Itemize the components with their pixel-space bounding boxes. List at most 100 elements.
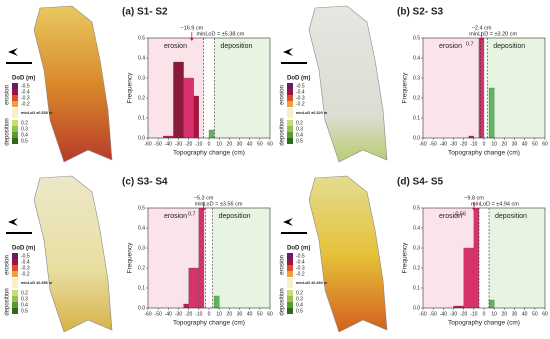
legend-label: -0.5 [21, 253, 30, 259]
panel: DoD (m)-0.5-0.4-0.3-0.2 minLoD ±0.538 m 0.… [5, 5, 273, 163]
legend-label: 0.4 [296, 302, 303, 308]
x-tick-label: -50 [155, 141, 162, 147]
legend-lod: minLoD ±0.320 m [296, 111, 328, 115]
legend-label: 0.2 [296, 120, 303, 126]
x-tick-label: 60 [542, 141, 548, 147]
mean-arrowhead [201, 208, 206, 211]
legend-swatch [12, 271, 18, 277]
x-tick-label: 60 [267, 311, 273, 317]
legend-swatch [287, 271, 293, 277]
legend-title: DoD (m) [12, 76, 35, 82]
y-tick-label: 0.0 [413, 305, 420, 311]
legend-swatch [287, 278, 293, 288]
legend-lod: minLoD ±0.356 m [21, 281, 53, 285]
legend-deposition: deposition [280, 288, 286, 315]
x-tick-label: -10 [470, 311, 477, 317]
x-tick-label: -40 [440, 141, 447, 147]
legend-label: -0.5 [296, 83, 305, 89]
legend-title: DoD (m) [12, 246, 35, 252]
legend-label: 0.4 [21, 302, 28, 308]
north-arrow [8, 48, 18, 56]
x-tick-label: 20 [227, 141, 233, 147]
x-tick-label: 40 [247, 311, 253, 317]
x-tick-label: 30 [512, 141, 518, 147]
y-tick-label: 0.5 [413, 35, 420, 41]
legend-label: 0.3 [296, 126, 303, 132]
x-tick-label: -30 [175, 141, 182, 147]
legend-deposition: deposition [5, 288, 11, 315]
deposition-zone [212, 208, 270, 308]
x-tick-label: -40 [165, 311, 172, 317]
map [308, 175, 388, 333]
legend-label: -0.3 [296, 265, 305, 271]
north-arrow [283, 48, 293, 56]
legend-title: DoD (m) [287, 246, 310, 252]
y-tick-label: 0.2 [413, 265, 420, 271]
legend-label: 0.4 [21, 132, 28, 138]
legend-label: -0.2 [21, 101, 30, 107]
legend-erosion: erosion [5, 255, 11, 275]
x-tick-label: -20 [460, 141, 467, 147]
x-axis-label: Topography change (cm) [448, 150, 520, 157]
x-axis-label: Topography change (cm) [173, 150, 245, 157]
legend-swatch [12, 108, 18, 118]
y-axis-label: Frequency [127, 242, 134, 273]
bar [213, 295, 220, 308]
panel-title: (c) S3- S4 [122, 177, 168, 188]
erosion-label: erosion [164, 213, 187, 220]
legend-swatch [287, 126, 293, 132]
deposition-zone [214, 38, 270, 138]
legend-title: DoD (m) [287, 76, 310, 82]
deposition-zone [489, 208, 545, 308]
y-tick-label: 0.4 [138, 225, 145, 231]
legend-label: -0.4 [21, 89, 30, 95]
legend-swatch [287, 83, 293, 89]
bar [183, 77, 194, 138]
bar [163, 135, 174, 138]
x-tick-label: 10 [491, 141, 497, 147]
legend-deposition: deposition [280, 118, 286, 145]
legend-swatch [12, 138, 18, 144]
legend-label: 0.3 [21, 296, 28, 302]
legend-swatch [287, 89, 293, 95]
panel: DoD (m)-0.5-0.4-0.3-0.2 minLoD ±0.494 m 0.… [280, 175, 548, 333]
x-tick-label: -10 [470, 141, 477, 147]
y-tick-label: 0.2 [413, 95, 420, 101]
x-axis-label: Topography change (cm) [448, 320, 520, 327]
panel-title: (a) S1- S2 [122, 7, 168, 18]
legend-swatch [12, 302, 18, 308]
y-tick-label: 0.5 [138, 35, 145, 41]
x-tick-label: -20 [185, 311, 192, 317]
x-tick-label: -40 [440, 311, 447, 317]
bar [208, 129, 215, 138]
x-tick-label: 50 [532, 141, 538, 147]
north-arrow [283, 218, 293, 226]
x-tick-label: -30 [175, 311, 182, 317]
y-tick-label: 0.4 [413, 225, 420, 231]
scale-bar [6, 62, 32, 64]
legend-swatch [12, 259, 18, 265]
bar [183, 303, 189, 308]
map [308, 5, 388, 163]
minlod-label: minLoD = ±4.94 cm [471, 201, 519, 207]
x-axis-label: Topography change (cm) [173, 320, 245, 327]
legend-swatch [287, 108, 293, 118]
bar [463, 247, 474, 308]
y-tick-label: 0.5 [138, 205, 145, 211]
y-tick-label: 0.4 [138, 55, 145, 61]
x-tick-label: 20 [227, 311, 233, 317]
y-tick-label: 0.3 [413, 245, 420, 251]
legend-swatch [287, 259, 293, 265]
legend-swatch [12, 95, 18, 101]
legend-label: -0.2 [296, 101, 305, 107]
legend-swatch [287, 120, 293, 126]
map [33, 175, 113, 333]
legend-label: -0.5 [21, 83, 30, 89]
map [33, 5, 113, 163]
x-tick-label: -60 [419, 311, 426, 317]
legend-lod: minLoD ±0.538 m [21, 111, 53, 115]
y-tick-label: 0.1 [413, 115, 420, 121]
mean-label: −2.4 cm [472, 25, 492, 31]
legend-label: 0.5 [21, 138, 28, 144]
legend-label: -0.3 [21, 265, 30, 271]
